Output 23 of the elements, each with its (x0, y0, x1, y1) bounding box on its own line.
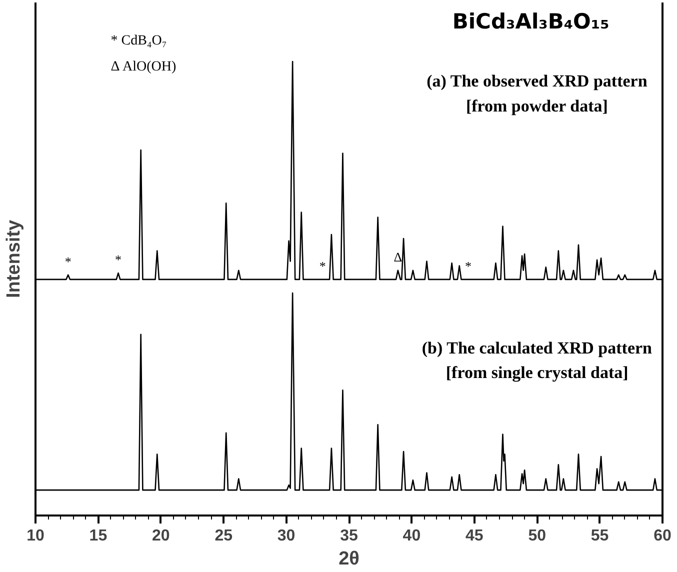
x-tick-label: 55 (590, 528, 609, 544)
x-tick-label: 10 (26, 528, 44, 544)
text: * CdB₄O₇ (110, 34, 167, 49)
x-tick-label: 25 (214, 528, 233, 544)
annotation: Δ AlO(OH) (110, 59, 176, 74)
x-tick-label: 35 (340, 528, 358, 544)
y-axis-title: Intensity (4, 220, 24, 298)
annotation: Δ (394, 249, 402, 264)
x-tick-label: 15 (89, 528, 108, 544)
annotation: * (64, 254, 72, 269)
x-tick-label: 50 (528, 528, 546, 544)
annotation: * (464, 258, 472, 274)
x-tick-label: 60 (654, 528, 672, 544)
annotation: * (319, 258, 326, 274)
x-axis-title: 2θ (338, 548, 360, 570)
annotation: (a) The observed XRD pattern [from powder data] (426, 72, 648, 116)
x-tick-label: 40 (402, 528, 421, 544)
chart-title: BiCd₃Al₃B₄O₁₅ (452, 9, 610, 34)
annotation: (b) The calculated XRD pattern [from single crystal data] (422, 338, 653, 382)
annotation: * (115, 252, 122, 268)
x-tick-label: 30 (277, 528, 296, 544)
x-tick-label: 20 (152, 528, 170, 544)
x-tick-label: 45 (466, 528, 484, 544)
